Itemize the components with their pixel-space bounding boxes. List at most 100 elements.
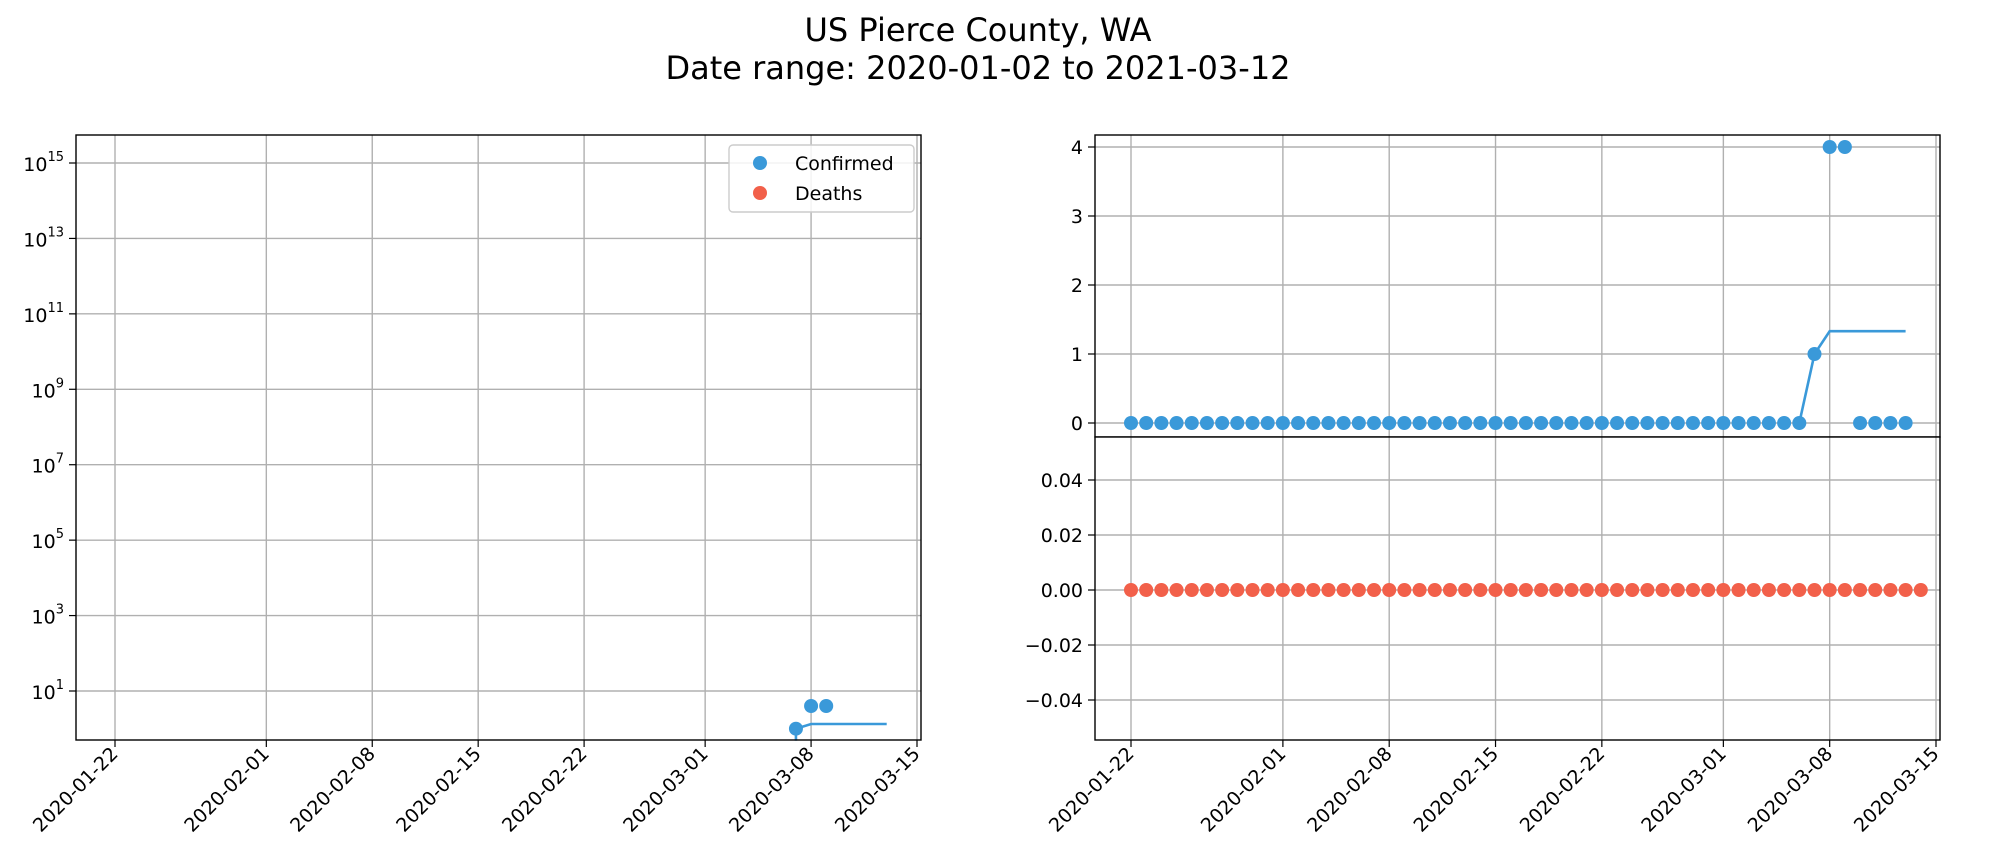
right-bottom-deaths-point [1397, 583, 1412, 597]
right-bottom-deaths-point [1685, 583, 1700, 597]
left-y-tick-exponent: 1 [56, 678, 64, 693]
right-top-confirmed-point [1397, 416, 1412, 430]
right-top-confirmed-point [1367, 416, 1382, 430]
right-top-confirmed-point [1761, 416, 1776, 430]
left-confirmed-point [788, 721, 803, 736]
right-top-y-tick-label: 2 [1071, 275, 1083, 297]
right-bottom-deaths-point [1564, 583, 1579, 597]
right-top-confirmed-point [1154, 416, 1169, 430]
right-top-confirmed-point [1336, 416, 1351, 430]
right-top-confirmed-point [1275, 416, 1290, 430]
left-legend-marker-deaths [753, 186, 767, 200]
figure-title-line2: Date range: 2020-01-02 to 2021-03-12 [665, 49, 1290, 87]
left-y-tick-label: 101 [32, 678, 64, 704]
right-bottom-deaths-point [1367, 583, 1382, 597]
right-bottom-y-tick-label: −0.04 [1025, 690, 1083, 712]
left-y-tick-label: 107 [32, 452, 64, 478]
right-bottom-deaths-point [1169, 583, 1184, 597]
right-bottom-deaths-point [1777, 583, 1792, 597]
right-bottom-deaths-point [1473, 583, 1488, 597]
left-legend-label-deaths: Deaths [795, 183, 862, 205]
right-top-y-tick-label: 0 [1071, 413, 1083, 435]
right-bottom-x-tick-label: 2020-03-15 [1850, 743, 1944, 837]
right-top-confirmed-point [1291, 416, 1306, 430]
right-bottom-x-tick-label: 2020-02-08 [1303, 743, 1397, 837]
right-top-plot-area [1095, 135, 1940, 437]
right-bottom-deaths-point [1154, 583, 1169, 597]
right-top-confirmed-point [1351, 416, 1366, 430]
right-bottom-deaths-point [1306, 583, 1321, 597]
right-bottom-deaths-point [1731, 583, 1746, 597]
left-y-tick-exponent: 13 [47, 225, 64, 240]
right-top-confirmed-point [1625, 416, 1640, 430]
right-bottom-deaths-point [1503, 583, 1518, 597]
right-top-confirmed-point [1564, 416, 1579, 430]
left-legend: Confirmed Deaths [728, 144, 915, 213]
left-y-tick-base: 10 [23, 229, 47, 251]
right-top-confirmed-point [1807, 347, 1822, 361]
right-bottom-deaths-point [1488, 583, 1503, 597]
right-bottom-deaths-point [1245, 583, 1260, 597]
left-y-tick-label: 1015 [23, 150, 64, 176]
right-bottom-deaths-point [1260, 583, 1275, 597]
right-bottom-deaths-point [1412, 583, 1427, 597]
right-bottom-x-tick-label: 2020-02-15 [1409, 743, 1503, 837]
right-top-confirmed-point [1731, 416, 1746, 430]
left-confirmed-point [819, 699, 834, 714]
right-top-confirmed-point [1427, 416, 1442, 430]
left-x-tick-label: 2020-02-08 [286, 743, 380, 837]
left-legend-label-confirmed: Confirmed [795, 153, 894, 175]
right-bottom-deaths-point [1321, 583, 1336, 597]
right-top-confirmed-point [1822, 140, 1837, 154]
right-bottom-x-tick-label: 2020-02-22 [1516, 743, 1610, 837]
right-bottom-deaths-point [1534, 583, 1549, 597]
left-y-tick-label: 1011 [23, 301, 64, 327]
right-top-confirmed-point [1518, 416, 1533, 430]
left-x-tick-label: 2020-01-22 [29, 743, 123, 837]
right-bottom-deaths-point [1199, 583, 1214, 597]
right-top-confirmed-point [1898, 416, 1913, 430]
right-bottom-deaths-point [1746, 583, 1761, 597]
right-top-confirmed-point [1230, 416, 1245, 430]
right-top-confirmed-point [1883, 416, 1898, 430]
right-top-confirmed-point [1610, 416, 1625, 430]
left-y-tick-base: 10 [23, 154, 47, 176]
right-top-confirmed-point [1215, 416, 1230, 430]
right-top-confirmed-point [1199, 416, 1214, 430]
right-bottom-deaths-point [1215, 583, 1230, 597]
left-plot-area [76, 135, 921, 740]
right-top-chart-panel: 0 1 2 3 4 [1071, 134, 1941, 438]
right-bottom-x-tick-label: 2020-03-08 [1744, 743, 1838, 837]
right-top-confirmed-point [1868, 416, 1883, 430]
right-top-confirmed-point [1442, 416, 1457, 430]
right-bottom-deaths-point [1913, 583, 1928, 597]
left-axes-frame [75, 134, 922, 741]
right-bottom-chart-panel: 0.04 0.02 0.00 −0.02 −0.04 2020-01-22 2020-02-… [1025, 436, 1944, 837]
right-bottom-deaths-point [1822, 583, 1837, 597]
left-y-tick-base: 10 [32, 682, 56, 704]
right-bottom-deaths-point [1291, 583, 1306, 597]
right-top-confirmed-point [1655, 416, 1670, 430]
right-top-y-tick-label: 4 [1071, 137, 1083, 159]
right-bottom-deaths-point [1640, 583, 1655, 597]
right-bottom-deaths-point [1807, 583, 1822, 597]
right-top-confirmed-point [1670, 416, 1685, 430]
right-bottom-deaths-point [1853, 583, 1868, 597]
right-bottom-deaths-point [1382, 583, 1397, 597]
right-top-confirmed-point [1488, 416, 1503, 430]
right-top-confirmed-trend-line [1798, 329, 1906, 424]
left-x-tick-label: 2020-03-08 [725, 743, 819, 837]
right-bottom-deaths-point [1442, 583, 1457, 597]
figure-title-line1: US Pierce County, WA [804, 11, 1151, 49]
right-bottom-deaths-point [1351, 583, 1366, 597]
right-top-confirmed-point [1458, 416, 1473, 430]
right-bottom-deaths-point [1458, 583, 1473, 597]
right-bottom-deaths-point [1837, 583, 1852, 597]
right-bottom-deaths-point [1579, 583, 1594, 597]
left-y-tick-base: 10 [32, 531, 56, 553]
right-bottom-deaths-point [1594, 583, 1609, 597]
right-bottom-deaths-point [1701, 583, 1716, 597]
left-y-tick-exponent: 11 [47, 301, 64, 316]
left-y-tick-base: 10 [32, 607, 56, 629]
